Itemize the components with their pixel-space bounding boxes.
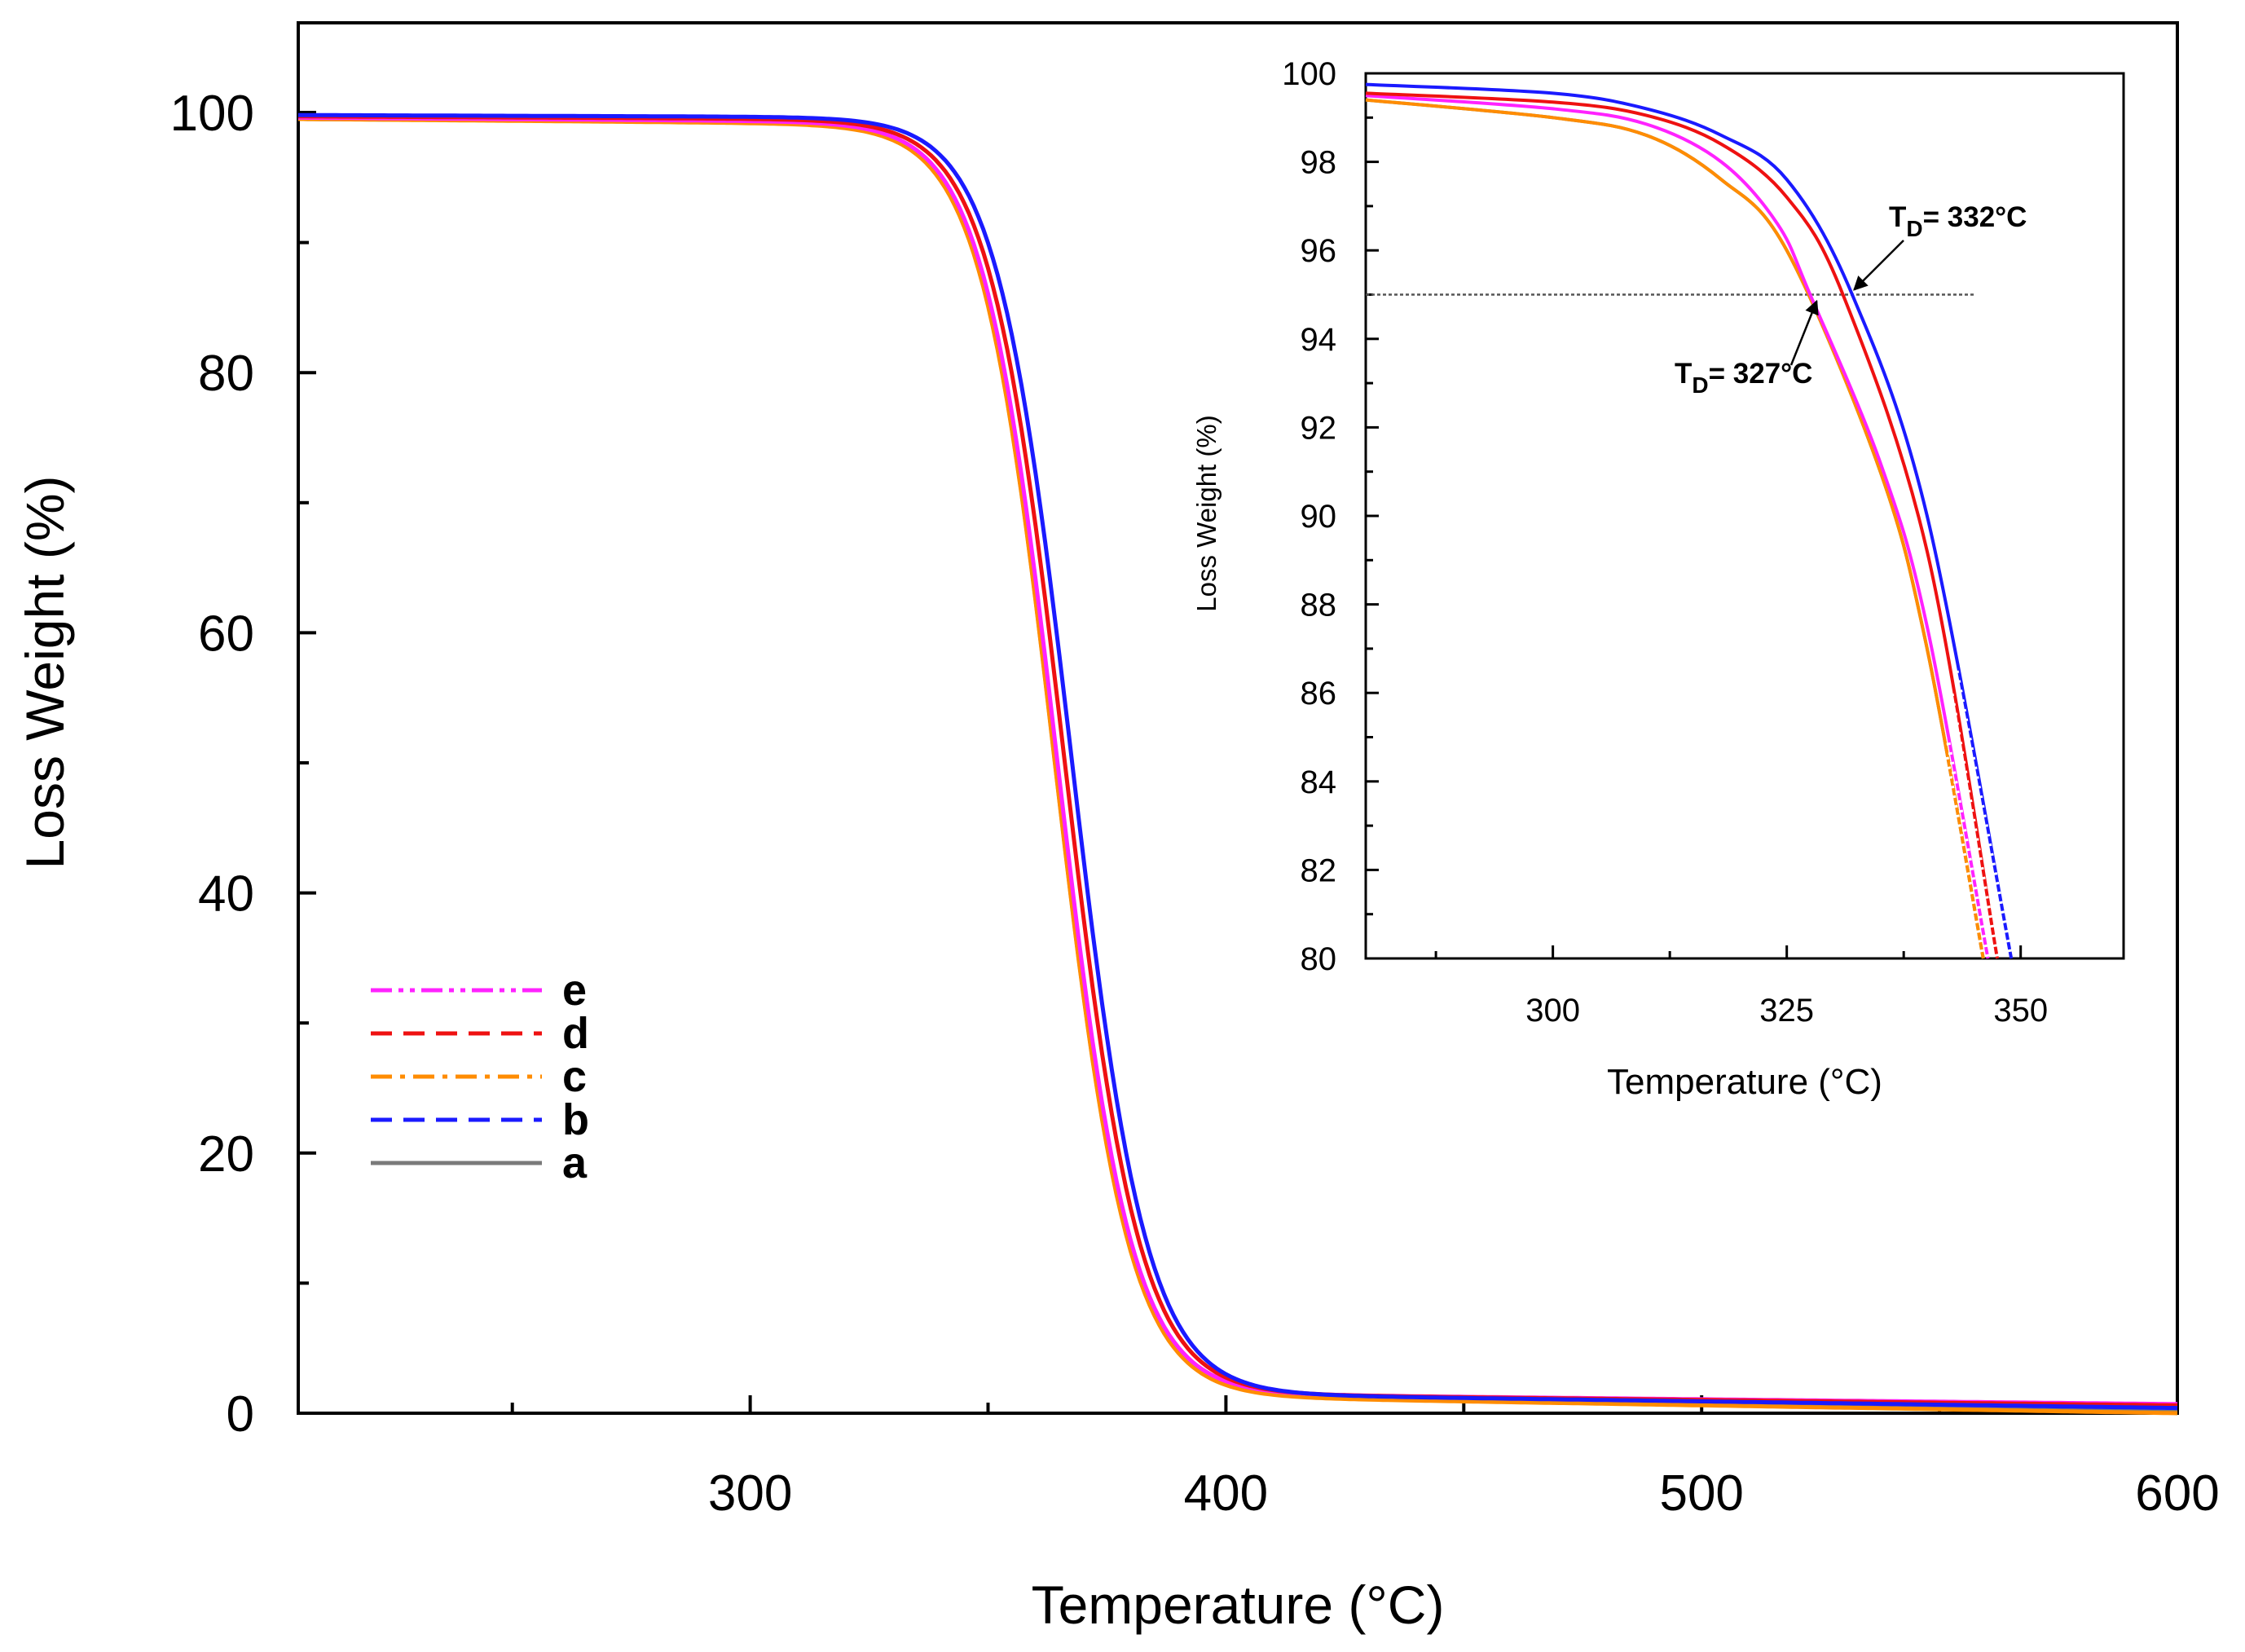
legend-label-b: b bbox=[562, 1095, 589, 1144]
inset-y-tick-label-82: 82 bbox=[1301, 852, 1337, 888]
annotation-arrow-327 bbox=[1789, 299, 1819, 366]
inset-x-tick-label-300: 300 bbox=[1525, 993, 1580, 1029]
legend-label-a: a bbox=[562, 1139, 588, 1187]
inset-y-tick-label-80: 80 bbox=[1301, 941, 1337, 977]
inset-y-tick-label-88: 88 bbox=[1301, 588, 1337, 623]
inset-tick-labels: 300 325 350 80 82 84 86 88 90 92 94 96 98 100 bbox=[1282, 56, 2048, 1029]
legend-label-c: c bbox=[562, 1052, 587, 1101]
inset-x-tick-label-350: 350 bbox=[1993, 993, 2048, 1029]
inset-y-tick-label-90: 90 bbox=[1301, 499, 1337, 535]
annotation-arrow-332 bbox=[1853, 240, 1904, 291]
y-tick-label-100: 100 bbox=[170, 86, 254, 142]
inset-y-axis-label: Loss Weight (%) bbox=[1191, 415, 1222, 611]
inset-y-tick-label-84: 84 bbox=[1301, 764, 1337, 800]
inset-series-group bbox=[1365, 82, 2014, 959]
y-tick-label-80: 80 bbox=[198, 346, 254, 402]
annotation-td-327: TD= 327°C bbox=[1675, 358, 1812, 398]
main-tick-labels: 300 400 500 600 0 20 40 60 80 100 bbox=[170, 86, 2220, 1522]
y-tick-label-20: 20 bbox=[198, 1126, 254, 1183]
inset-y-tick-label-100: 100 bbox=[1282, 56, 1336, 92]
inset-plot-frame bbox=[1364, 72, 2125, 960]
annotation-td-332: TD= 332°C bbox=[1889, 201, 2027, 241]
inset-series-c-line bbox=[1365, 98, 1985, 959]
inset-y-tick-label-86: 86 bbox=[1301, 676, 1337, 711]
inset-y-tick-label-92: 92 bbox=[1301, 410, 1337, 446]
legend-label-e: e bbox=[562, 966, 587, 1015]
main-series-group bbox=[298, 112, 2178, 1416]
main-plot-frame bbox=[297, 21, 2179, 1415]
x-tick-label-500: 500 bbox=[1659, 1465, 1743, 1522]
inset-y-tick-label-96: 96 bbox=[1301, 233, 1337, 269]
y-tick-label-0: 0 bbox=[227, 1386, 254, 1443]
inset-plot: 300 325 350 80 82 84 86 88 90 92 94 96 98 100 Tempera… bbox=[1191, 56, 2125, 1102]
y-tick-label-40: 40 bbox=[198, 866, 254, 923]
x-tick-label-300: 300 bbox=[708, 1465, 792, 1522]
inset-annotations: TD= 332°C TD= 327°C bbox=[1675, 201, 2027, 398]
main-series-b-line bbox=[298, 112, 2178, 1411]
x-tick-label-600: 600 bbox=[2135, 1465, 2219, 1522]
main-x-axis-label: Temperature (°C) bbox=[1032, 1575, 1445, 1635]
inset-axis-ticks bbox=[1366, 72, 2023, 960]
legend-label-d: d bbox=[562, 1009, 589, 1058]
x-tick-label-400: 400 bbox=[1184, 1465, 1268, 1522]
inset-y-tick-label-94: 94 bbox=[1301, 322, 1337, 358]
main-plot: 300 400 500 600 0 20 40 60 80 100 Temperature (°C… bbox=[15, 21, 2220, 1635]
inset-series-e-line bbox=[1365, 94, 1990, 959]
inset-y-tick-label-98: 98 bbox=[1301, 145, 1337, 181]
inset-series-e-tail-gap bbox=[1946, 742, 1990, 959]
y-tick-label-60: 60 bbox=[198, 606, 254, 662]
main-y-axis-label: Loss Weight (%) bbox=[15, 476, 75, 870]
inset-series-d-line bbox=[1365, 91, 1999, 959]
inset-series-b-line bbox=[1365, 82, 2014, 959]
inset-x-axis-label: Temperature (°C) bbox=[1607, 1062, 1882, 1102]
inset-x-tick-label-325: 325 bbox=[1759, 993, 1814, 1029]
